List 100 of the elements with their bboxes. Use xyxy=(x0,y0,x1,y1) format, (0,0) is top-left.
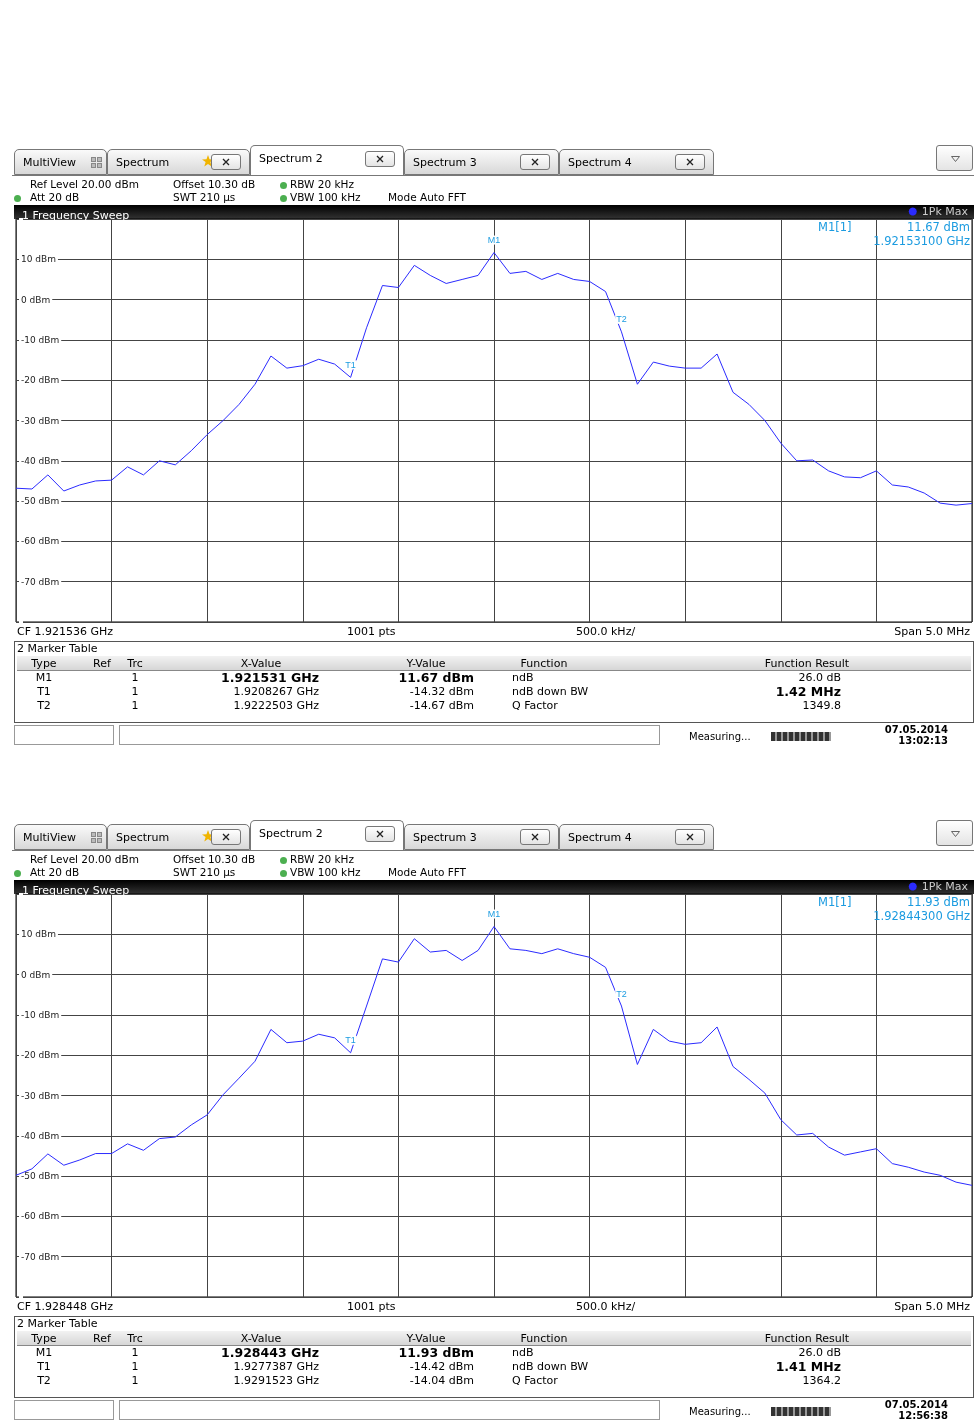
text: 1.9222503 GHz xyxy=(232,699,319,712)
annotation: 11.93 dBm xyxy=(907,895,970,909)
text: 1.9277387 GHz xyxy=(232,1360,319,1373)
legend-label: 1Pk Max xyxy=(921,205,969,218)
y-tick-label: -50 dBm xyxy=(21,1171,60,1182)
text: Measuring... xyxy=(689,1405,751,1418)
y-tick-label: 10 dBm xyxy=(21,254,56,265)
y-tick-label: -50 dBm xyxy=(21,496,60,507)
text: Y-Value xyxy=(405,657,447,670)
text: ndB xyxy=(512,671,535,684)
text: 1.42 MHz xyxy=(774,684,841,699)
y-tick-label: -70 dBm xyxy=(21,576,60,587)
annotation: M1[1] xyxy=(818,895,852,909)
text: Spectrum 2 xyxy=(259,152,323,165)
text: Spectrum 3 xyxy=(413,156,477,169)
text: MultiView xyxy=(23,156,76,169)
text: 1.921531 GHz xyxy=(220,670,319,685)
text: M1 xyxy=(34,671,54,684)
y-tick-label: -20 dBm xyxy=(21,1050,60,1061)
data-label: M1 xyxy=(487,909,501,920)
text: Att 20 dB xyxy=(30,866,80,879)
text: Function Result xyxy=(763,1332,851,1345)
text: Spectrum 4 xyxy=(568,156,632,169)
y-tick-label: -40 dBm xyxy=(21,1130,60,1141)
text: Span 5.0 MHz xyxy=(894,1300,970,1313)
text: T2 xyxy=(36,699,52,712)
text: 1.9208267 GHz xyxy=(232,685,319,698)
text: Q Factor xyxy=(512,1374,559,1387)
text: Trc xyxy=(126,657,144,670)
text: 07.05.2014 xyxy=(884,723,948,736)
text: ndB down BW xyxy=(512,1360,590,1373)
text: ndB down BW xyxy=(512,685,590,698)
y-tick-label: -40 dBm xyxy=(21,455,60,466)
text: 26.0 dB xyxy=(797,1346,841,1359)
text: T2 xyxy=(36,1374,52,1387)
text: Function xyxy=(519,657,569,670)
y-tick-label: -10 dBm xyxy=(21,334,60,345)
text: CF 1.921536 GHz xyxy=(17,625,114,638)
y-tick-label: -60 dBm xyxy=(21,1211,60,1222)
text: Ref Level 20.00 dBm xyxy=(30,853,139,866)
text: RBW 20 kHz xyxy=(290,853,355,866)
text: Type xyxy=(30,657,58,670)
text: 1001 pts xyxy=(347,625,396,638)
text: RBW 20 kHz xyxy=(290,178,355,191)
y-tick-label: -60 dBm xyxy=(21,536,60,547)
y-tick-label: 0 dBm xyxy=(21,294,51,305)
chart-title: 1 Frequency Sweep xyxy=(22,884,130,897)
y-tick-label: -30 dBm xyxy=(21,415,60,426)
text: Spectrum 2 xyxy=(259,827,323,840)
text: 1 xyxy=(130,699,140,712)
text: 1.9291523 GHz xyxy=(232,1374,319,1387)
text: 13:02:13 xyxy=(898,734,948,747)
text: Q Factor xyxy=(512,699,559,712)
text: 07.05.2014 xyxy=(884,1398,948,1411)
text: 11.67 dBm xyxy=(397,670,474,685)
text: Type xyxy=(30,1332,58,1345)
line-series xyxy=(15,926,973,1186)
text: Measuring... xyxy=(689,730,751,743)
text: Spectrum 4 xyxy=(568,831,632,844)
text: VBW 100 kHz xyxy=(290,191,361,204)
text: 26.0 dB xyxy=(797,671,841,684)
text: 1 xyxy=(130,1360,140,1373)
text: Spectrum xyxy=(116,831,170,844)
text: -14.67 dBm xyxy=(408,699,474,712)
annotation: 11.67 dBm xyxy=(907,220,970,234)
y-tick-label: -20 dBm xyxy=(21,375,60,386)
text: Y-Value xyxy=(405,1332,447,1345)
y-tick-label: 0 dBm xyxy=(21,969,51,980)
text: Att 20 dB xyxy=(30,191,80,204)
text: T1 xyxy=(36,685,52,698)
y-tick-label: -10 dBm xyxy=(21,1009,60,1020)
text: 1 xyxy=(130,1374,140,1387)
text: 12:56:38 xyxy=(898,1409,948,1422)
data-label: T2 xyxy=(616,314,627,325)
text: SWT 210 µs xyxy=(173,191,236,204)
y-tick-label: 10 dBm xyxy=(21,929,56,940)
text: Spectrum 3 xyxy=(413,831,477,844)
data-label: M1 xyxy=(487,235,501,246)
text: T1 xyxy=(36,1360,52,1373)
text: M1 xyxy=(34,1346,54,1359)
text: 1364.2 xyxy=(801,1374,841,1387)
text: 1 xyxy=(130,671,140,684)
y-tick-label: -70 dBm xyxy=(21,1251,60,1262)
text: Mode Auto FFT xyxy=(388,866,466,879)
text: -14.42 dBm xyxy=(408,1360,474,1373)
text: 2 Marker Table xyxy=(17,1317,98,1330)
text: SWT 210 µs xyxy=(173,866,236,879)
annotation: M1[1] xyxy=(818,220,852,234)
text: Offset 10.30 dB xyxy=(173,853,256,866)
text: 500.0 kHz/ xyxy=(576,1300,636,1313)
legend-label: 1Pk Max xyxy=(921,880,969,893)
text: 1349.8 xyxy=(801,699,841,712)
text: 500.0 kHz/ xyxy=(576,625,636,638)
text: 1 xyxy=(130,685,140,698)
data-label: T2 xyxy=(616,988,627,999)
text: VBW 100 kHz xyxy=(290,866,361,879)
text: ndB xyxy=(512,1346,535,1359)
text: MultiView xyxy=(23,831,76,844)
text: X-Value xyxy=(239,1332,283,1345)
text: Span 5.0 MHz xyxy=(894,625,970,638)
